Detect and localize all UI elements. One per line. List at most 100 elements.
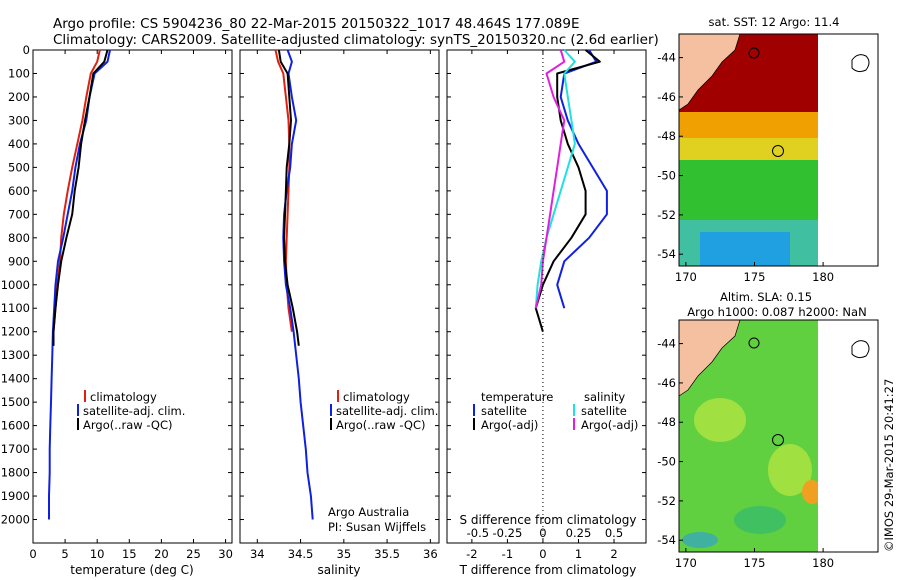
difference-legend: temperature salinity satellite Argo(-adj…: [473, 390, 638, 432]
sla-anomaly-blob: [768, 444, 812, 496]
y-tick-label: 200: [8, 90, 30, 104]
y-tick-label: 1500: [1, 395, 30, 409]
header-line-1: Argo profile: CS 5904236_80 22-Mar-2015 …: [53, 16, 580, 32]
legend-temp-argo-label: Argo(-adj): [481, 418, 538, 432]
sla-anomaly-blob: [694, 398, 746, 442]
x-tick-label: 2: [610, 547, 617, 561]
x-tick-label: 25: [186, 547, 201, 561]
sst-mid-band: [679, 112, 818, 140]
legend-satellite-adj-label: satellite-adj. clim.: [336, 404, 438, 418]
salinity-x-axis-label: salinity: [317, 563, 360, 577]
legend-climatology-label: climatology: [90, 390, 157, 404]
map-lat-label: -50: [657, 169, 676, 183]
sst-blank-region: [818, 34, 878, 266]
series-line-argo-raw-qc: [52, 49, 109, 346]
difference-plot-frame: [446, 49, 647, 544]
y-tick-label: 1600: [1, 419, 30, 433]
map-lat-label: -46: [657, 90, 676, 104]
legend-salinity-heading: salinity: [584, 390, 625, 404]
x-tick-label: 35.5: [374, 547, 400, 561]
history-marker: [748, 47, 760, 59]
y-tick-label: 0: [23, 43, 30, 57]
x-tick-label: 30: [218, 547, 233, 561]
x-tick-label: 1: [575, 547, 582, 561]
sst-map-frame: [678, 33, 879, 267]
map-lat-label: -46: [657, 376, 676, 390]
series-line-salinity-satellite: [534, 49, 576, 309]
x-tick-label: 35: [337, 547, 352, 561]
x-tick-label: 34: [250, 547, 265, 561]
map-lat-label: -48: [657, 129, 676, 143]
legend-sal-argo-label: Argo(-adj): [581, 418, 638, 432]
s-difference-x-axis-label: S difference from climatology: [460, 513, 637, 527]
series-line-satellite-adj-clim: [282, 49, 314, 520]
sst-green-band: [679, 160, 818, 222]
map-lat-label: -52: [657, 494, 676, 508]
salinity-legend: climatology satellite-adj. clim. Argo(..…: [330, 390, 438, 432]
x2-tick-label: -0.25: [493, 526, 523, 540]
legend-satellite-adj-label: satellite-adj. clim.: [83, 404, 185, 418]
series-line-argo-raw-qc: [277, 49, 300, 346]
map-lat-label: -48: [657, 415, 676, 429]
x-tick-label: 10: [90, 547, 105, 561]
y-tick-label: 1400: [1, 372, 30, 386]
map-lat-label: -52: [657, 208, 676, 222]
sla-blank-region: [818, 320, 878, 552]
y-tick-label: 600: [8, 184, 30, 198]
imos-watermark: ©IMOS 29-Mar-2015 20:41:27: [882, 379, 896, 552]
x-tick-label: 20: [154, 547, 169, 561]
x-tick-label: -1: [502, 547, 513, 561]
map-lat-label: -54: [657, 247, 676, 261]
x2-tick-label: -0.5: [467, 526, 489, 540]
chatham-island: [851, 54, 870, 73]
y-tick-label: 1000: [1, 278, 30, 292]
map-lat-label: -44: [657, 337, 676, 351]
sla-map: [678, 319, 879, 553]
map-lon-label: 170: [675, 556, 697, 570]
sla-map-title-1: Altim. SLA: 0.15: [720, 290, 812, 304]
sla-map-title-2: Argo h1000: 0.087 h2000: NaN: [687, 305, 866, 319]
y-tick-label: 700: [8, 207, 30, 221]
x-tick-label: 0: [539, 547, 546, 561]
sst-transition-band: [679, 138, 818, 164]
legend-sal-satellite-label: satellite: [581, 404, 627, 418]
chatham-island: [851, 340, 870, 359]
x-tick-label: -2: [466, 547, 477, 561]
history-marker: [748, 337, 760, 349]
legend-temp-satellite-label: satellite: [481, 404, 527, 418]
legend-argo-label: Argo(..raw -QC): [83, 418, 173, 432]
x2-tick-label: 0: [539, 526, 546, 540]
temperature-x-axis-label: temperature (deg C): [70, 563, 193, 577]
series-line-climatology: [52, 49, 101, 346]
legend-temperature-heading: temperature: [481, 390, 553, 404]
argo-position-marker: [772, 145, 784, 157]
y-tick-label: 1100: [1, 301, 30, 315]
series-line-temperature-argo-adj: [534, 49, 601, 332]
map-lon-label: 175: [744, 270, 766, 284]
y-tick-label: 1900: [1, 489, 30, 503]
legend-argo-label: Argo(..raw -QC): [336, 418, 426, 432]
credit-line-2: PI: Susan Wijffels: [328, 520, 426, 534]
y-tick-label: 1700: [1, 442, 30, 456]
temperature-legend: climatology satellite-adj. clim. Argo(..…: [77, 390, 185, 432]
sla-anomaly-blob: [802, 480, 822, 504]
map-lon-label: 180: [812, 556, 834, 570]
y-tick-label: 100: [8, 66, 30, 80]
salinity-plot-frame: [239, 49, 440, 544]
sst-map-title: sat. SST: 12 Argo: 11.4: [709, 15, 840, 29]
argo-position-marker: [772, 434, 784, 446]
x-tick-label: 34.5: [288, 547, 314, 561]
map-lat-label: -44: [657, 51, 676, 65]
x-tick-label: 0: [29, 547, 36, 561]
x-tick-label: 15: [122, 547, 137, 561]
header-line-2: Climatology: CARS2009. Satellite-adjuste…: [53, 32, 659, 48]
x2-tick-label: 0.25: [566, 526, 592, 540]
sla-anomaly-blob: [682, 532, 718, 548]
sla-map-frame: [678, 319, 879, 553]
land-mass: [678, 319, 741, 397]
y-tick-label: 900: [8, 254, 30, 268]
y-tick-label: 1200: [1, 325, 30, 339]
y-tick-label: 300: [8, 113, 30, 127]
map-lon-label: 170: [675, 270, 697, 284]
x2-tick-label: 0.5: [605, 526, 623, 540]
